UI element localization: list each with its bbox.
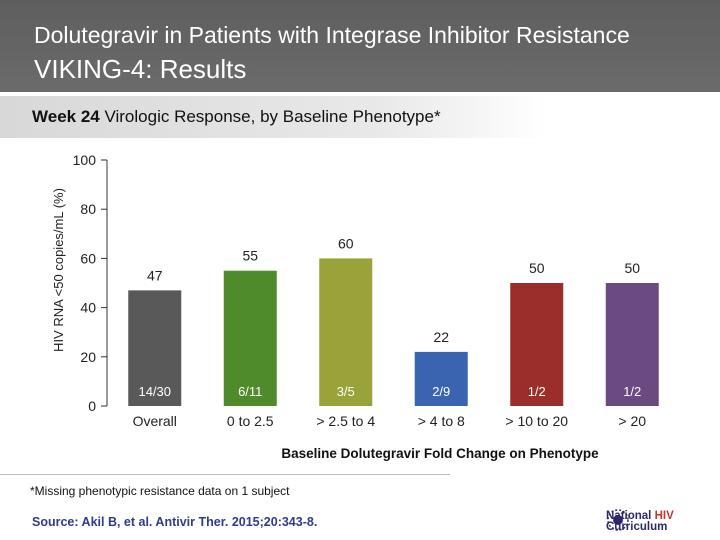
x-tick-label: Overall	[133, 413, 177, 429]
bar-3	[319, 258, 373, 406]
footnote-divider	[0, 474, 450, 475]
bar-value-label: 47	[147, 267, 163, 283]
bar-value-label: 50	[624, 260, 640, 276]
logo-mark-icon	[607, 509, 629, 531]
y-axis-label: HIV RNA <50 copies/mL (%)	[51, 188, 66, 352]
bar-chart: 0 20 40 60 80 100 HIV RNA <50 copies/mL (%) 47 1…	[51, 152, 659, 461]
title-banner: Dolutegravir in Patients with Integrase …	[0, 0, 720, 92]
slide-subtitle: VIKING-4: Results	[34, 54, 247, 84]
y-tick-label: 20	[80, 349, 96, 365]
bar-value-label: 50	[529, 260, 545, 276]
bar-fraction-label: 3/5	[337, 384, 355, 399]
footnote: *Missing phenotypic resistance data on 1…	[30, 484, 290, 498]
x-tick-label: 0 to 2.5	[227, 413, 274, 429]
bar-2	[223, 270, 277, 406]
x-tick-label: > 4 to 8	[418, 413, 465, 429]
y-tick-label: 60	[80, 250, 96, 266]
bar-fraction-label: 14/30	[138, 384, 171, 399]
logo-accent: HIV	[654, 510, 674, 522]
source-citation: Source: Akil B, et al. Antivir Ther. 201…	[32, 515, 318, 529]
section-heading-bold: Week 24	[32, 107, 100, 126]
x-tick-label: > 10 to 20	[505, 413, 568, 429]
x-tick-label: > 20	[618, 413, 646, 429]
logo-line2: Curriculum	[606, 521, 668, 533]
bar-4	[414, 351, 468, 406]
bar-1	[128, 290, 182, 406]
y-tick-label: 0	[88, 398, 96, 414]
y-tick-label: 100	[73, 152, 97, 168]
y-tick-label: 80	[80, 201, 96, 217]
logo-text: National HIV Curriculum	[606, 510, 674, 533]
section-banner: Week 24 Virologic Response, by Baseline …	[0, 96, 548, 138]
section-heading: Week 24 Virologic Response, by Baseline …	[32, 107, 441, 127]
bar-value-label: 55	[242, 248, 258, 264]
bar-value-label: 22	[433, 329, 449, 345]
bar-6	[605, 283, 659, 406]
bar-fraction-label: 1/2	[528, 384, 546, 399]
section-heading-rest: Virologic Response, by Baseline Phenotyp…	[99, 107, 441, 126]
x-axis-label: Baseline Dolutegravir Fold Change on Phe…	[281, 446, 599, 461]
x-tick-label: > 2.5 to 4	[316, 413, 375, 429]
y-tick-label: 40	[80, 300, 96, 316]
slide-title: Dolutegravir in Patients with Integrase …	[34, 22, 630, 48]
bar-value-label: 60	[338, 235, 354, 251]
national-hiv-curriculum-logo: National HIV Curriculum	[606, 508, 674, 536]
logo-line1: National	[606, 510, 655, 522]
bar-5	[510, 283, 564, 406]
bar-fraction-label: 1/2	[623, 384, 641, 399]
bar-fraction-label: 6/11	[238, 384, 262, 399]
bar-fraction-label: 2/9	[432, 384, 450, 399]
